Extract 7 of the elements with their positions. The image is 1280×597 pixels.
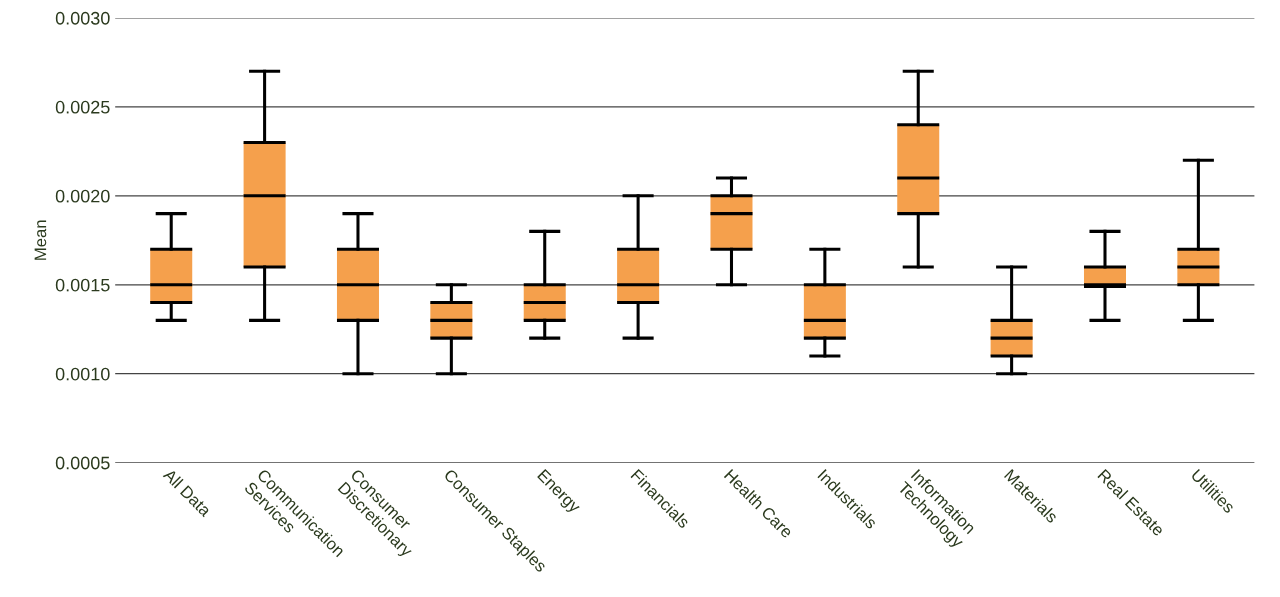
y-tick-label: 0.0015 [55,278,110,292]
y-tick-label: 0.0010 [55,367,110,381]
y-axis-title: Mean [34,220,47,260]
y-tick-label: 0.0025 [55,100,110,114]
y-tick-label: 0.0030 [55,11,110,25]
y-tick-label: 0.0005 [55,456,110,470]
y-tick-label: 0.0020 [55,189,110,203]
